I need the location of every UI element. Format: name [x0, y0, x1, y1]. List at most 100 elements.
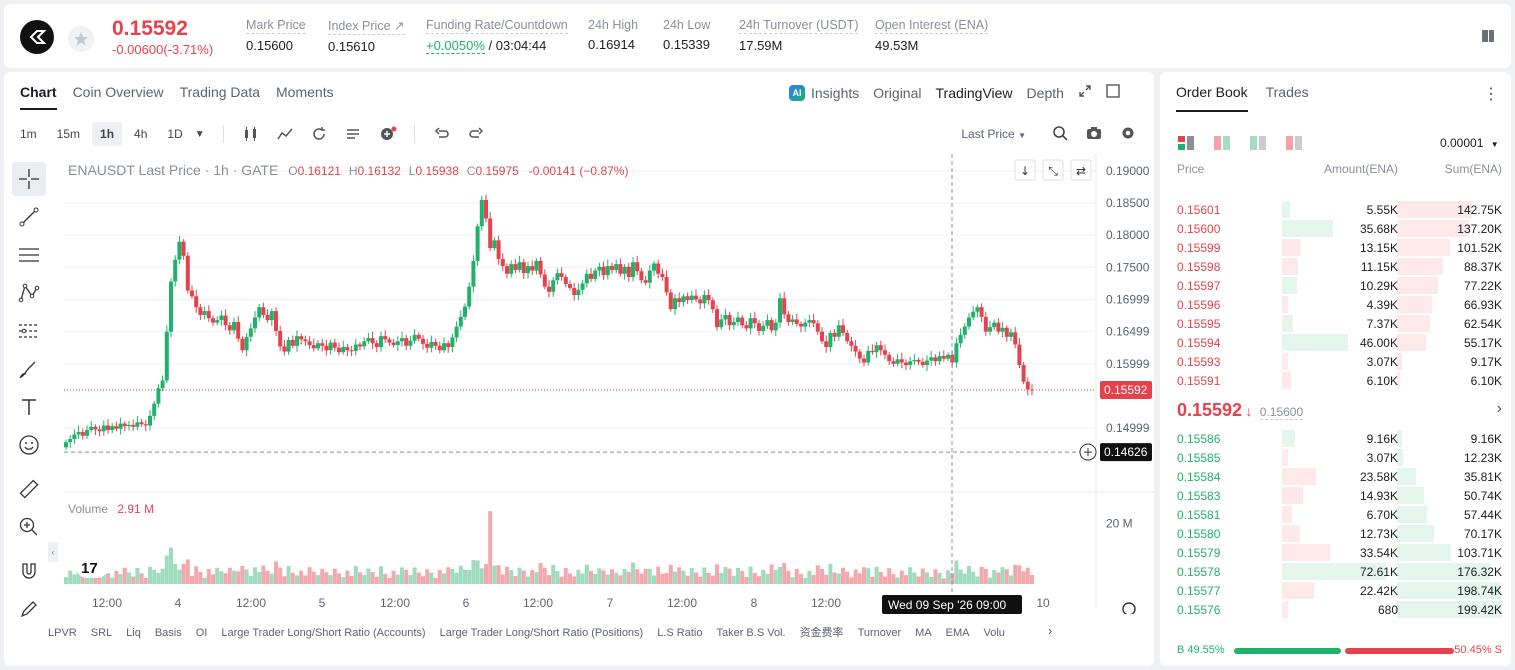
- view-asks-icon[interactable]: [1214, 136, 1230, 150]
- tab-trading-data[interactable]: Trading Data: [179, 84, 261, 100]
- window-icon[interactable]: [1106, 84, 1120, 101]
- tab-tradingview[interactable]: TradingView: [935, 84, 1013, 101]
- bid-row[interactable]: 0.15578 72.61K 176.32K: [1177, 562, 1502, 581]
- indicator-tab[interactable]: LPVR: [48, 627, 77, 639]
- ask-row[interactable]: 0.15597 10.29K 77.22K: [1177, 276, 1502, 295]
- tab-trades[interactable]: Trades: [1265, 84, 1309, 100]
- volume-bar: [379, 566, 383, 584]
- mid-price-row[interactable]: 0.15592 ↓ 0.15600 ›: [1177, 400, 1502, 421]
- collapse-sidebar-icon[interactable]: ‹: [48, 542, 58, 562]
- tab-coin-overview[interactable]: Coin Overview: [72, 84, 164, 100]
- indicator-tab[interactable]: L.S Ratio: [657, 627, 703, 639]
- view-both-icon[interactable]: [1178, 136, 1194, 150]
- bid-row[interactable]: 0.15579 33.54K 103.71K: [1177, 543, 1502, 562]
- candlestick-chart[interactable]: 0.19000 0.18500 0.18000 0.17500 0.16999 0.164…: [60, 154, 1154, 614]
- indicator-tab[interactable]: 资金费率: [799, 627, 844, 639]
- timeframe-1h[interactable]: 1h: [92, 122, 123, 146]
- indicator-tab[interactable]: Volu: [983, 627, 1005, 639]
- pattern-tool-icon[interactable]: [12, 276, 46, 310]
- crosshair-tool-icon[interactable]: [12, 162, 46, 196]
- bid-row[interactable]: 0.15580 12.73K 70.17K: [1177, 524, 1502, 543]
- ask-row[interactable]: 0.15599 13.15K 101.52K: [1177, 238, 1502, 257]
- candle-body: [446, 343, 451, 348]
- indicator-tab[interactable]: OI: [195, 627, 208, 639]
- gear-icon[interactable]: [1120, 125, 1138, 143]
- volume-bar: [904, 575, 908, 584]
- templates-icon[interactable]: [344, 125, 362, 143]
- indicator-tab[interactable]: Turnover: [857, 627, 902, 639]
- external-link-icon[interactable]: ↗: [394, 19, 405, 33]
- view-bids-icon[interactable]: [1250, 136, 1266, 150]
- ask-row[interactable]: 0.15596 4.39K 66.93K: [1177, 295, 1502, 314]
- indicator-tab[interactable]: MA: [915, 627, 932, 639]
- timeframe-4h[interactable]: 4h: [134, 127, 148, 141]
- bid-row[interactable]: 0.15586 9.16K 9.16K: [1177, 429, 1502, 448]
- order-price: 0.15595: [1177, 317, 1221, 331]
- emoji-tool-icon[interactable]: [12, 428, 46, 462]
- brush-tool-icon[interactable]: [12, 352, 46, 386]
- ask-row[interactable]: 0.15595 7.37K 62.54K: [1177, 314, 1502, 333]
- volume-bar: [135, 567, 140, 584]
- camera-icon[interactable]: [1086, 125, 1104, 143]
- sum-depth-bar: [1397, 201, 1472, 218]
- timeframe-15m[interactable]: 15m: [56, 127, 81, 141]
- indicator-tab[interactable]: Large Trader Long/Short Ratio (Positions…: [439, 627, 644, 639]
- timeframe-1m[interactable]: 1m: [20, 127, 37, 141]
- tab-chart[interactable]: Chart: [20, 84, 57, 110]
- text-tool-icon[interactable]: [12, 390, 46, 424]
- indicator-tab[interactable]: Liq: [126, 627, 141, 639]
- fib-tool-icon[interactable]: [12, 314, 46, 348]
- expand-icon[interactable]: [1078, 84, 1092, 101]
- chevron-right-icon[interactable]: ›: [1496, 400, 1502, 417]
- search-icon[interactable]: [1052, 125, 1070, 143]
- indicator-scroll-right-icon[interactable]: ›: [1048, 623, 1053, 638]
- redo-icon[interactable]: [467, 125, 485, 143]
- ask-row[interactable]: 0.15601 5.55K 142.75K: [1177, 200, 1502, 219]
- horizontal-lines-tool-icon[interactable]: [12, 238, 46, 272]
- tab-depth[interactable]: Depth: [1026, 84, 1064, 101]
- more-options-icon[interactable]: ⋮: [1483, 86, 1499, 103]
- timeframe-1d[interactable]: 1D: [167, 127, 183, 141]
- ask-row[interactable]: 0.15594 46.00K 55.17K: [1177, 333, 1502, 352]
- order-sum: 9.16K: [1470, 432, 1502, 446]
- zoom-in-icon[interactable]: [12, 510, 46, 544]
- timeframe-dropdown-icon[interactable]: ▼: [194, 128, 205, 140]
- ruler-tool-icon[interactable]: [12, 472, 46, 506]
- volume-bar: [458, 565, 463, 584]
- magnet-icon[interactable]: [12, 554, 46, 588]
- indicators-icon[interactable]: [276, 125, 294, 143]
- undo-icon[interactable]: [433, 125, 451, 143]
- price-type-select[interactable]: Last Price ▼: [961, 127, 1026, 141]
- ask-row[interactable]: 0.15593 3.07K 9.17K: [1177, 352, 1502, 371]
- bid-row[interactable]: 0.15584 23.58K 35.81K: [1177, 467, 1502, 486]
- view-sells-icon[interactable]: [1286, 136, 1302, 150]
- bid-row[interactable]: 0.15583 14.93K 50.74K: [1177, 486, 1502, 505]
- sum-depth-bar: [1397, 372, 1401, 389]
- bid-row[interactable]: 0.15576 680 199.42K: [1177, 600, 1502, 619]
- pencil-lock-icon[interactable]: [12, 592, 46, 626]
- indicator-tab[interactable]: Taker B.S Vol.: [716, 627, 786, 639]
- bid-row[interactable]: 0.15581 6.70K 57.44K: [1177, 505, 1502, 524]
- indicator-tab[interactable]: Large Trader Long/Short Ratio (Accounts): [221, 627, 426, 639]
- volume-bar: [303, 575, 308, 584]
- indicator-tab[interactable]: Basis: [154, 627, 182, 639]
- precision-select[interactable]: 0.00001 ▼: [1440, 136, 1499, 150]
- tab-moments[interactable]: Moments: [276, 84, 334, 100]
- indicator-tab[interactable]: SRL: [90, 627, 113, 639]
- bid-row[interactable]: 0.15585 3.07K 12.23K: [1177, 448, 1502, 467]
- replay-icon[interactable]: [310, 125, 328, 143]
- tab-original[interactable]: Original: [873, 84, 922, 101]
- ask-row[interactable]: 0.15591 6.10K 6.10K: [1177, 371, 1502, 390]
- trend-line-tool-icon[interactable]: [12, 200, 46, 234]
- tab-order-book[interactable]: Order Book: [1176, 84, 1248, 112]
- ask-row[interactable]: 0.15598 11.15K 88.37K: [1177, 257, 1502, 276]
- bid-row[interactable]: 0.15577 22.42K 198.74K: [1177, 581, 1502, 600]
- add-plugin-icon[interactable]: [378, 125, 397, 143]
- favorite-star-icon[interactable]: [68, 26, 94, 52]
- tab-insights[interactable]: Insights: [811, 84, 860, 101]
- book-icon[interactable]: [1480, 27, 1496, 45]
- stat-index-price[interactable]: Index Price ↗ 0.15610: [328, 18, 405, 54]
- candle-type-icon[interactable]: [242, 125, 260, 143]
- ask-row[interactable]: 0.15600 35.68K 137.20K: [1177, 219, 1502, 238]
- indicator-tab[interactable]: EMA: [945, 627, 970, 639]
